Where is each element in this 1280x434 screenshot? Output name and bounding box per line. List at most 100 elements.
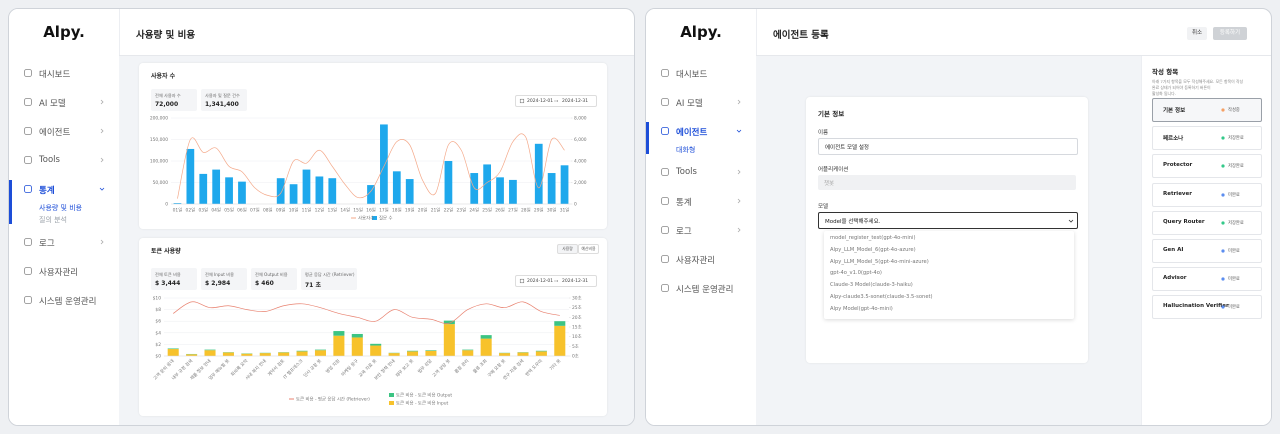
y-tick-label: 150,000 [150, 137, 168, 143]
input-box[interactable]: 챗봇 [818, 175, 1076, 190]
date-from: 2024-12-01 [527, 278, 554, 284]
chevron-icon [100, 239, 104, 245]
x-tick-label: 21일 [431, 207, 441, 214]
chevron-icon [737, 198, 741, 204]
bar [380, 124, 388, 204]
stat-box: 전체 Input 비용 $ 2,984 [201, 268, 247, 290]
page-title: 에이전트 등록 [773, 30, 829, 41]
input-box[interactable]: 에이전트 모델 설정 [818, 138, 1078, 155]
chevron [100, 128, 104, 134]
menu-item[interactable]: 대시보드 [646, 66, 756, 80]
dropdown-option[interactable]: Alpy Model(gpt-4o-mini) [830, 305, 893, 312]
y-tick-label: 100,000 [150, 159, 168, 165]
form-card: 기본 정보 이름 에이전트 모델 설정 어플리케이션 챗봇 모델 Model을 선택해주세요… [806, 97, 1088, 363]
icon-shape [661, 69, 669, 77]
menu-item[interactable]: Tools [646, 165, 756, 179]
menu-label: Tools [39, 155, 60, 165]
card-title: 사용자 수 [151, 73, 176, 80]
step-item[interactable]: Advisor 미완료 [1152, 267, 1262, 292]
chevron [737, 99, 741, 105]
date-range[interactable]: 2024-12-01 2024-12-31 [515, 275, 597, 287]
toggle-button[interactable]: 사용량 [557, 244, 578, 254]
stat-value: 72,000 [155, 101, 179, 108]
menu-item[interactable]: 사용자관리 [646, 252, 756, 266]
dropdown-option[interactable]: Claude-3 Model(claude-3-haiku) [830, 282, 913, 289]
menu-item[interactable]: AI 모델 [646, 95, 756, 109]
menu-icon [24, 69, 32, 77]
date-range[interactable]: 2024-12-01 2024-12-31 [515, 95, 597, 107]
x-tick-label: 번역 도우미 [524, 358, 544, 378]
x-tick-label: 마케팅 문구 [340, 358, 360, 378]
submenu-item[interactable]: 사용량 및 비용 [39, 204, 83, 212]
y-tick-label: 200,000 [150, 116, 168, 122]
header-button[interactable]: 등록하기 [1213, 27, 1247, 40]
menu-item[interactable]: AI 모델 [9, 95, 119, 109]
submenu-item[interactable]: 대화형 [676, 146, 696, 154]
step-item[interactable]: Protector 저장완료 [1152, 154, 1262, 179]
input-box[interactable]: Model을 선택해주세요. [818, 212, 1078, 229]
dropdown-option[interactable]: gpt-4o_v1.0(gpt-4o) [830, 270, 882, 277]
x-tick-label: 영업 지원 [324, 358, 341, 375]
x-tick-label: 24일 [469, 207, 479, 214]
date-from: 2024-12-01 [527, 98, 554, 104]
toggle-button[interactable]: 예산비용 [578, 244, 599, 254]
bar [388, 353, 400, 356]
usage-window: Alpy. 대시보드 AI 모델 에이전트 Tools 통계 사용량 및 비용 질의 분석 로그… [8, 8, 635, 426]
menu-item[interactable]: 시스템 운영관리 [9, 293, 119, 307]
arrow [554, 99, 559, 103]
active-bar [9, 180, 12, 224]
menu-item[interactable]: 사용자관리 [9, 264, 119, 278]
icon-shape [661, 168, 669, 176]
menu-item[interactable]: 에이전트 [646, 124, 756, 138]
chevron-icon [736, 129, 742, 133]
step-item[interactable]: Query Router 저장완료 [1152, 210, 1262, 235]
status-dot [1221, 164, 1225, 168]
step-item[interactable]: Hallucination Verifier 미완료 [1152, 295, 1262, 320]
menu-item[interactable]: 통계 [9, 182, 119, 196]
menu-item[interactable]: 로그 [646, 223, 756, 237]
legend-swatch [389, 401, 394, 405]
stat-value: $ 460 [255, 280, 274, 287]
dropdown-option[interactable]: Alpy-claude3.5-sonet(claude-3.5-sonet) [830, 294, 933, 300]
step-name: Query Router [1163, 218, 1205, 225]
dropdown-option[interactable]: Alpy_LLM_Model_5(gpt-4o-mini-azure) [830, 258, 929, 265]
bar [554, 325, 566, 356]
menu-item[interactable]: 시스템 운영관리 [646, 281, 756, 295]
stat-label: 전체 사용자 수 [155, 93, 181, 98]
step-item[interactable]: 페르소나 저장완료 [1152, 126, 1262, 151]
x-tick-label: 품질 관리 [453, 358, 470, 375]
chevron [737, 198, 741, 204]
x-tick-label: 법무 상담 [416, 358, 433, 375]
x-tick-label: 회의록 요약 [229, 358, 249, 378]
status-dot [1221, 305, 1225, 309]
step-item[interactable]: 기본 정보 작성중 [1152, 98, 1262, 122]
step-status: 저장완료 [1228, 220, 1244, 226]
header-button[interactable]: 취소 [1187, 27, 1207, 40]
bar [278, 352, 290, 356]
dropdown-option[interactable]: model_register_test(gpt-4o-mini) [830, 235, 916, 241]
step-item[interactable]: Retriever 미완료 [1152, 182, 1262, 207]
bar [167, 349, 179, 356]
dropdown-option[interactable]: Alpy_LLM_Model_6(gpt-4o-azure) [830, 246, 916, 253]
menu-label: 에이전트 [39, 128, 71, 138]
legend-swatch [372, 216, 377, 220]
bar [225, 177, 233, 204]
step-item[interactable]: Gen AI 미완료 [1152, 239, 1262, 263]
menu-label: 사용자관리 [39, 268, 79, 278]
menu-label: 로그 [39, 239, 55, 249]
x-tick-label: 07일 [250, 207, 260, 214]
menu-item[interactable]: 대시보드 [9, 66, 119, 80]
menu-item[interactable]: 에이전트 [9, 124, 119, 138]
legend-label: 토큰 비용 - 토큰 비용 Input [396, 400, 449, 407]
menu-item[interactable]: 통계 [646, 194, 756, 208]
x-tick-label: 재무 보고 봇 [394, 358, 415, 379]
bar [462, 349, 474, 351]
submenu-item[interactable]: 질의 분석 [39, 216, 67, 224]
bar [259, 353, 271, 356]
menu-item[interactable]: Tools [9, 153, 119, 167]
x-tick-label: 17일 [379, 207, 389, 214]
chevron-icon [99, 187, 105, 191]
menu-item[interactable]: 로그 [9, 235, 119, 249]
menu-icon [661, 197, 669, 205]
bar [351, 337, 363, 356]
